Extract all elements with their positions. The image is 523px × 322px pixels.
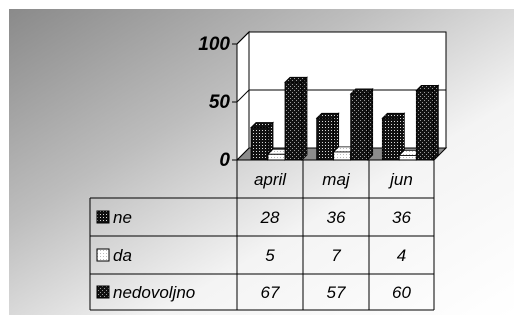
legend-key [96,285,110,299]
data-value: 5 [265,246,275,265]
bar-front [415,90,434,161]
bar-front [267,153,286,161]
legend-label: da [113,246,132,265]
bar-side [432,84,439,161]
bar [415,84,440,161]
bar-front [316,117,335,161]
bar-front [250,127,269,161]
data-value: 28 [260,208,280,227]
y-tick-label: 50 [209,92,231,113]
y-tick-label: 100 [198,34,230,55]
category-label: jun [388,170,413,189]
bar-front [350,93,369,161]
data-value: 60 [392,283,411,302]
bar-side [301,76,308,161]
y-axis-ticks: 0 50 100 [198,34,238,171]
bar-top [315,112,340,119]
bar [250,121,274,161]
bar-top [349,88,374,95]
category-label: april [254,170,287,189]
bar-side [367,87,374,161]
bar-top [250,122,274,128]
y-tick-label: 0 [219,150,230,171]
data-value: 7 [331,246,341,265]
legend-key [96,210,110,224]
bar-top [381,112,406,119]
bar-front [381,117,400,161]
data-value: 67 [261,283,280,302]
data-value: 4 [397,246,406,265]
data-value: 36 [392,208,411,227]
bar-top [284,76,308,83]
legend-label: ne [113,208,132,227]
gridline-side [236,89,250,103]
bar [349,87,374,161]
data-value: 36 [327,208,346,227]
bar-top [415,85,440,91]
bar-front [398,154,417,161]
legend-key [96,248,110,262]
data-value: 57 [327,283,346,302]
bar [381,112,406,161]
legend-label: nedovoljno [113,283,195,302]
gridline-side [236,31,250,45]
category-label: maj [322,170,351,189]
bar-front [333,151,352,161]
bar [284,76,308,161]
bar-front [284,81,303,161]
